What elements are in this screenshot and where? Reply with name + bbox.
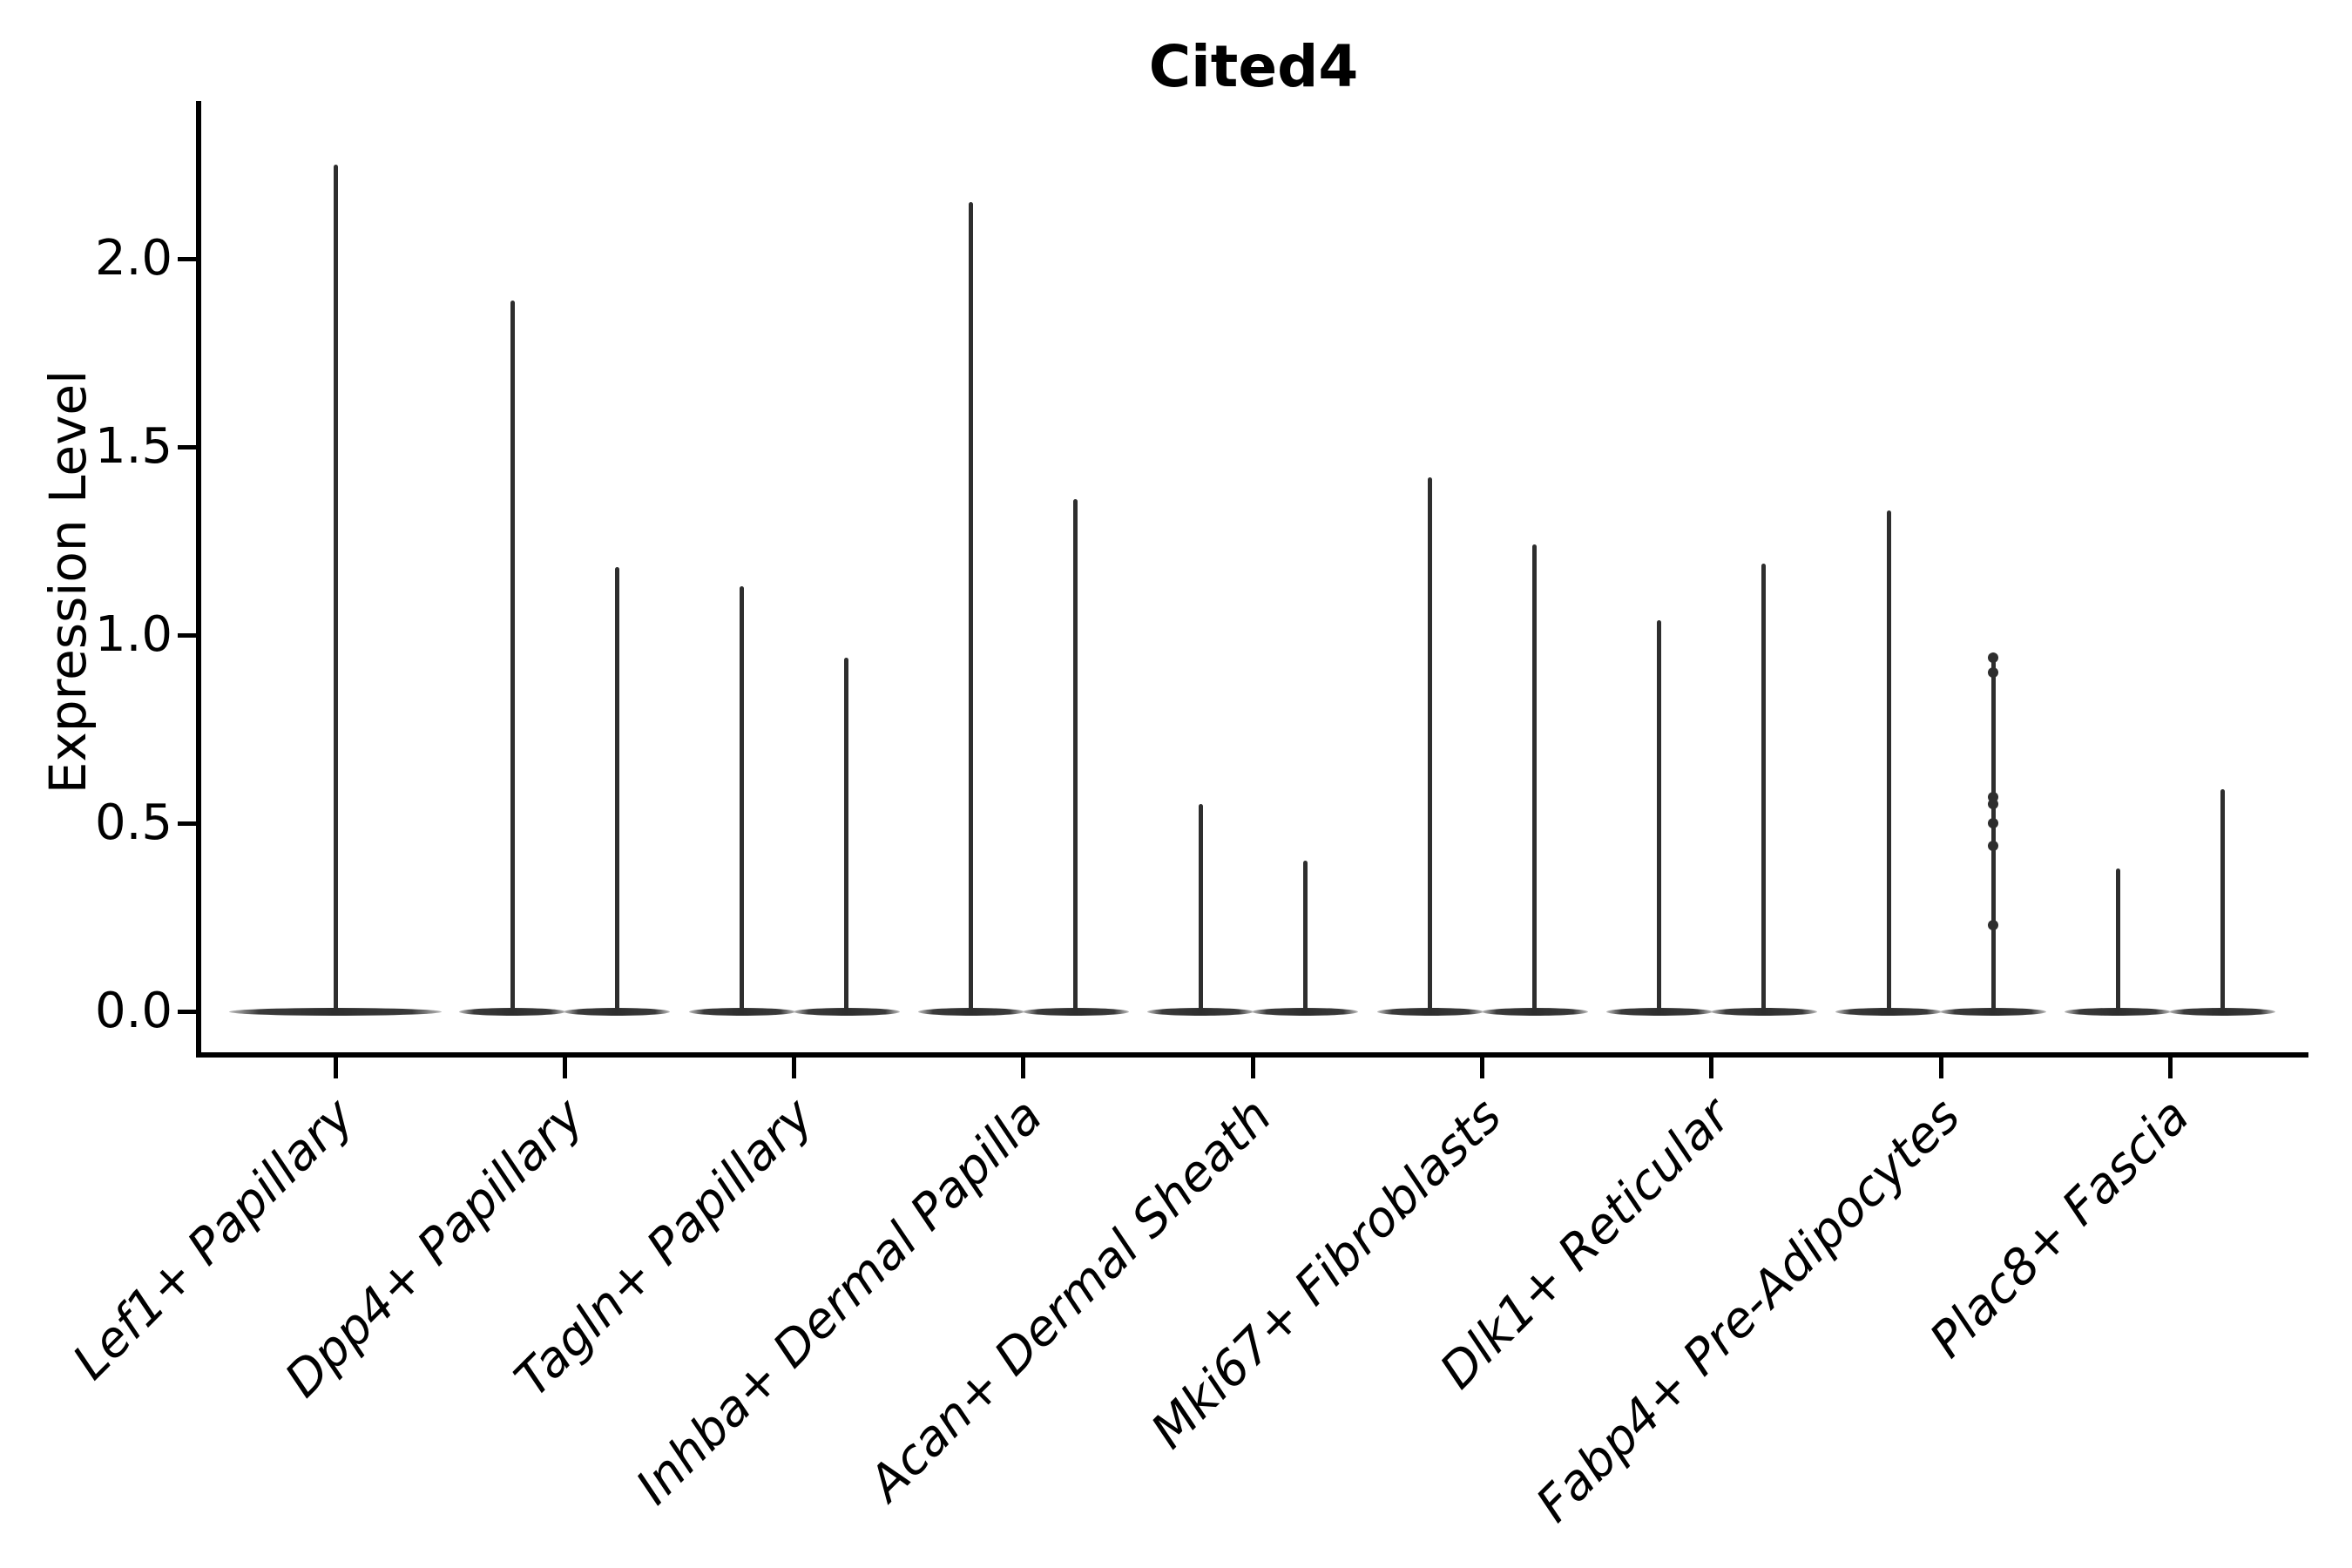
y-axis-spine <box>196 101 201 1058</box>
violin-body <box>1605 1007 1713 1016</box>
violin-spike <box>1990 657 1996 1011</box>
data-point <box>1988 652 1999 663</box>
violin-body <box>1252 1007 1359 1016</box>
y-tick <box>178 1009 199 1014</box>
x-tick <box>2167 1055 2173 1078</box>
violin-body <box>2169 1007 2276 1016</box>
violin-body <box>793 1007 900 1016</box>
violin-body <box>1835 1007 1943 1016</box>
violin-spike <box>510 300 515 1011</box>
violin-spike <box>2220 789 2225 1011</box>
violin-body <box>688 1007 795 1016</box>
x-tick <box>1250 1055 1255 1078</box>
y-tick-label: 0.0 <box>94 983 172 1039</box>
violin-body <box>1376 1007 1484 1016</box>
y-tick <box>178 821 199 826</box>
violin-body <box>564 1007 671 1016</box>
violin-spike <box>969 202 974 1011</box>
x-tick <box>1480 1055 1484 1078</box>
violin-spike <box>1073 499 1078 1011</box>
violin-body <box>1147 1007 1254 1016</box>
violin-body <box>2065 1007 2172 1016</box>
violin-body <box>459 1007 566 1016</box>
violin-body <box>917 1007 1024 1016</box>
y-tick-label: 1.0 <box>94 606 172 663</box>
violin-spike <box>1761 563 1767 1011</box>
data-point <box>1988 840 1999 851</box>
x-tick <box>1938 1055 1943 1078</box>
violin-spike <box>1198 804 1203 1011</box>
violin-spike <box>333 165 338 1011</box>
x-tick <box>1709 1055 1714 1078</box>
violin-body <box>1022 1007 1129 1016</box>
violin-spike <box>614 567 619 1011</box>
data-point <box>1988 667 1999 679</box>
violin-body <box>1710 1007 1817 1016</box>
violin-spike <box>1302 861 1308 1011</box>
x-tick <box>792 1055 797 1078</box>
y-tick <box>178 256 199 261</box>
violin-spike <box>740 585 745 1011</box>
violin-body <box>1481 1007 1588 1016</box>
chart-title: Cited4 <box>1148 33 1359 100</box>
y-tick-label: 1.5 <box>94 418 172 475</box>
violin-body <box>229 1007 442 1016</box>
violin-spike <box>1532 544 1537 1011</box>
x-tick <box>1021 1055 1026 1078</box>
violin-spike <box>844 657 849 1011</box>
violin-spike <box>1657 619 1662 1011</box>
x-tick <box>333 1055 338 1078</box>
x-tick-label: Inhba+ Dermal Papilla <box>625 1087 1054 1516</box>
x-tick-label: Acan+ Dermal Sheath <box>858 1087 1283 1512</box>
y-tick-label: 0.5 <box>94 794 172 851</box>
data-point <box>1988 919 1999 930</box>
y-axis-label: Expression Level <box>38 369 98 794</box>
data-point <box>1988 818 1999 828</box>
x-tick <box>562 1055 567 1078</box>
violin-body <box>1940 1007 2047 1016</box>
y-tick <box>178 632 199 638</box>
violin-spike <box>1886 510 1891 1011</box>
violin-spike <box>1428 476 1432 1011</box>
violin-spike <box>2115 868 2120 1011</box>
x-tick-label: Fabp4+ Pre-Adipocytes <box>1525 1087 1971 1534</box>
y-tick-label: 2.0 <box>94 230 172 287</box>
data-point <box>1988 799 1999 810</box>
y-tick <box>178 444 199 449</box>
